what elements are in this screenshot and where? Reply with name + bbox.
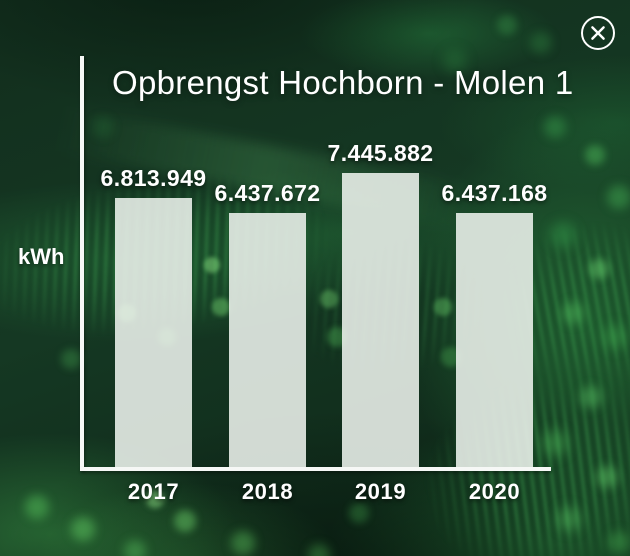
bar-2018	[229, 213, 306, 467]
x-tick-label-2017: 2017	[127, 479, 180, 504]
bar-value-label-2017: 6.813.949	[100, 165, 207, 191]
close-button[interactable]	[580, 15, 616, 51]
bar-2019	[342, 173, 419, 467]
bar-value-label-2018: 6.437.672	[214, 180, 321, 206]
close-icon	[581, 16, 615, 50]
chart-title: Opbrengst Hochborn - Molen 1	[112, 64, 574, 101]
y-axis-line	[80, 56, 84, 471]
bar-value-label-2019: 7.445.882	[327, 140, 434, 166]
x-tick-label-2019: 2019	[354, 479, 407, 504]
x-tick-label-2018: 2018	[241, 479, 294, 504]
bokeh-dots	[0, 0, 14, 14]
x-axis-line	[80, 467, 551, 471]
x-tick-label-2020: 2020	[468, 479, 521, 504]
y-axis-label: kWh	[18, 244, 65, 269]
bar-value-label-2020: 6.437.168	[441, 180, 548, 206]
bar-2020	[456, 213, 533, 467]
bar-2017	[115, 198, 192, 467]
